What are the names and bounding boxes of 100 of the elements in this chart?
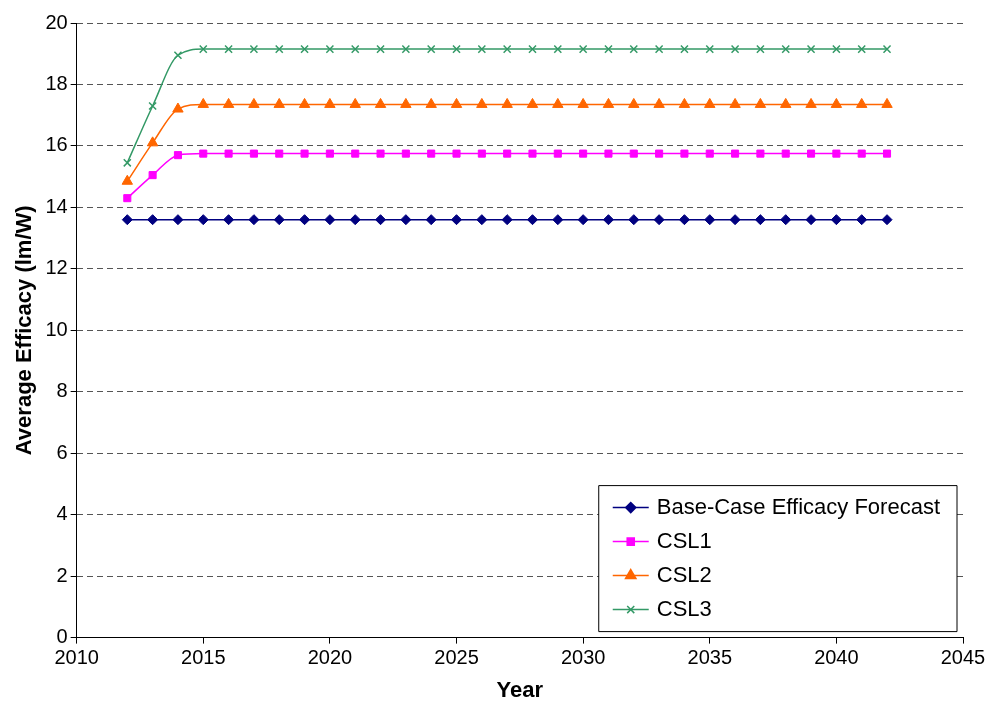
point [173, 151, 182, 160]
point [602, 214, 614, 226]
point [553, 149, 562, 158]
point [553, 44, 563, 54]
point [146, 136, 159, 147]
point [832, 44, 841, 54]
point [148, 171, 157, 180]
x-tick-label: 2045 [940, 646, 986, 669]
point [680, 44, 689, 54]
point [577, 214, 589, 226]
point [882, 149, 892, 158]
point [756, 44, 765, 54]
point [526, 214, 538, 226]
point [628, 97, 640, 108]
point [275, 149, 284, 158]
point [629, 149, 638, 158]
y-tick-label: 4 [56, 502, 68, 525]
point [503, 149, 512, 158]
point [528, 149, 537, 158]
y-tick-label: 10 [45, 317, 68, 340]
point [501, 214, 513, 226]
legend-label: CSL2 [656, 561, 712, 587]
point [400, 97, 412, 108]
point [756, 149, 765, 158]
point [476, 214, 488, 226]
point [730, 44, 740, 54]
x-tick-label: 2010 [54, 646, 99, 669]
point [198, 44, 208, 54]
point [704, 97, 716, 108]
point [349, 214, 361, 226]
x-tick-label: 2035 [687, 646, 733, 669]
point [248, 214, 260, 226]
point [172, 102, 184, 113]
point [299, 214, 311, 226]
legend-label: CSL3 [656, 595, 712, 621]
x-tick-label: 2020 [307, 646, 353, 669]
point [350, 44, 360, 54]
legend-label: CSL1 [656, 527, 712, 553]
point [780, 97, 792, 108]
point [273, 214, 285, 226]
point [881, 214, 893, 226]
point [222, 97, 235, 108]
point [528, 44, 537, 54]
point [477, 149, 486, 158]
point [452, 149, 461, 158]
point [704, 214, 716, 226]
y-tick-label: 16 [45, 133, 68, 156]
y-tick-label: 2 [56, 563, 68, 586]
point [754, 97, 767, 108]
point [729, 97, 741, 108]
point [805, 214, 817, 226]
point [400, 214, 412, 226]
point [731, 149, 740, 158]
point [729, 214, 741, 226]
point [502, 44, 512, 54]
point [425, 214, 437, 226]
point [857, 149, 866, 158]
point [324, 97, 336, 108]
point [477, 44, 487, 54]
point [577, 97, 589, 108]
point [173, 50, 183, 60]
point [249, 44, 259, 54]
point [451, 214, 463, 226]
point [526, 97, 539, 108]
point [376, 149, 385, 158]
point [197, 97, 209, 108]
point [148, 101, 157, 111]
point [578, 44, 588, 54]
point [806, 44, 816, 54]
legend-label: Base-Case Efficacy Forecast [656, 493, 940, 519]
point [300, 44, 309, 54]
point [653, 97, 665, 108]
point [881, 97, 893, 108]
point [375, 214, 387, 226]
point [780, 214, 792, 226]
point [351, 149, 360, 158]
point [680, 149, 689, 158]
point [705, 44, 715, 54]
point [224, 44, 233, 54]
point [274, 44, 284, 54]
point [427, 149, 436, 158]
point [249, 149, 258, 158]
point [298, 97, 311, 108]
x-tick-label: 2030 [560, 646, 606, 669]
point [401, 44, 411, 54]
point [300, 149, 309, 158]
point [199, 149, 208, 158]
point [857, 44, 866, 54]
x-axis-title: Year [496, 676, 544, 702]
point [223, 214, 235, 226]
point [807, 149, 816, 158]
point [172, 214, 184, 226]
point [653, 214, 665, 226]
point [654, 44, 664, 54]
x-tick-label: 2040 [814, 646, 859, 669]
y-axis-title: Average Efficacy (lm/W) [11, 205, 37, 456]
point [856, 214, 868, 226]
y-tick-label: 14 [45, 194, 68, 217]
point [604, 149, 613, 158]
point [655, 149, 664, 158]
